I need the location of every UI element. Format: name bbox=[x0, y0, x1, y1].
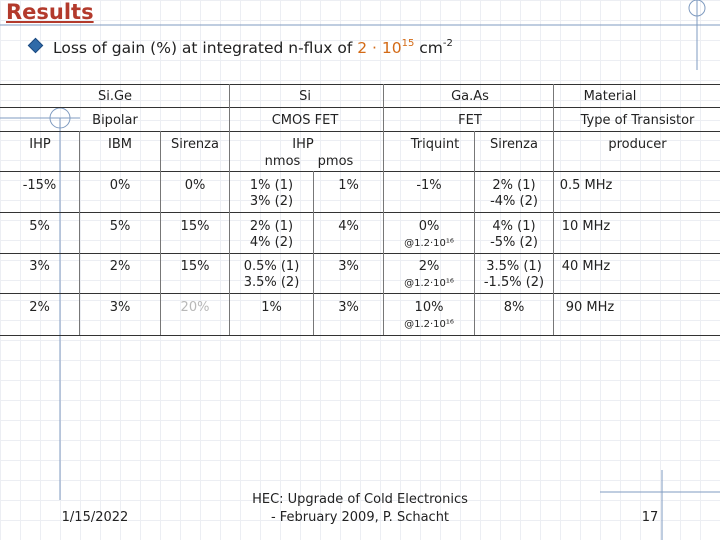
table-cell: 15% bbox=[180, 219, 210, 234]
table-cell-faded: 20% bbox=[180, 300, 210, 315]
diamond-bullet-icon bbox=[27, 37, 44, 54]
producer-ibm: IBM bbox=[108, 137, 132, 152]
footer-date: 1/15/2022 bbox=[61, 510, 129, 525]
slide-title: Results bbox=[6, 0, 94, 24]
table-rule-row3 bbox=[0, 293, 720, 294]
table-cell: -5% (2) bbox=[490, 235, 538, 250]
producer-sirenza: Sirenza bbox=[171, 137, 219, 152]
table-cell: 4% (2) bbox=[249, 235, 294, 250]
producer-triquint: Triquint bbox=[410, 137, 460, 152]
table-cell: 3.5% (2) bbox=[243, 275, 300, 290]
table-cell: 10% bbox=[414, 300, 444, 315]
table-cell: 3% bbox=[29, 259, 50, 274]
type-bipolar: Bipolar bbox=[92, 113, 138, 128]
table-cell: 2% bbox=[29, 300, 50, 315]
flux-value: 2 · 1015 bbox=[357, 38, 415, 57]
table-cell: 1% bbox=[338, 178, 359, 193]
producer-sirenza-gaas: Sirenza bbox=[490, 137, 538, 152]
table-cell: 10 MHz bbox=[561, 219, 611, 234]
table-rule-row2 bbox=[0, 253, 720, 254]
table-rule-bottom bbox=[0, 335, 720, 336]
table-cell: -1.5% (2) bbox=[483, 275, 545, 290]
table-rule-producer bbox=[0, 171, 720, 172]
page-number: 17 bbox=[641, 510, 659, 525]
table-col-rule bbox=[553, 84, 554, 335]
table-cell: 3.5% (1) bbox=[486, 259, 542, 274]
table-cell: 8% bbox=[503, 300, 525, 315]
producer-ihp: IHP bbox=[29, 137, 51, 152]
producer-ihp-cmos: IHP bbox=[292, 137, 314, 152]
material-gaas: Ga.As bbox=[451, 89, 489, 104]
table-cell: 3% (2) bbox=[249, 194, 294, 209]
producer-pmos: pmos bbox=[317, 154, 354, 169]
table-cell: -4% (2) bbox=[490, 194, 538, 209]
table-rule-material bbox=[0, 107, 720, 108]
table-cell: 0% bbox=[109, 178, 131, 193]
table-col-rule bbox=[383, 84, 384, 335]
footer-center-line2: - February 2009, P. Schacht bbox=[270, 510, 450, 525]
bullet-text: Loss of gain (%) at integrated n-flux of bbox=[53, 39, 358, 57]
table-col-rule bbox=[79, 131, 80, 335]
table-cell: 3% bbox=[338, 300, 359, 315]
type-cmos: CMOS FET bbox=[271, 113, 339, 128]
table-rule-top bbox=[0, 84, 720, 85]
material-si: Si bbox=[299, 89, 311, 104]
table-cell: 0.5% (1) bbox=[243, 259, 300, 274]
table-cell: -1% bbox=[416, 178, 442, 193]
table-rule-type bbox=[0, 131, 720, 132]
producer-label: producer bbox=[608, 137, 667, 152]
table-cell: 1% (1) bbox=[249, 178, 294, 193]
table-cell: 2% bbox=[109, 259, 131, 274]
table-cell: 2% (1) bbox=[249, 219, 294, 234]
type-fet: FET bbox=[458, 113, 482, 128]
table-cell: 3% bbox=[338, 259, 359, 274]
table-cell: 0% bbox=[184, 178, 206, 193]
table-cell: 2% bbox=[418, 259, 440, 274]
table-cell-note: @1.2·10¹⁶ bbox=[404, 278, 454, 289]
footer-center-line1: HEC: Upgrade of Cold Electronics bbox=[252, 492, 468, 507]
table-col-rule bbox=[160, 131, 161, 335]
table-cell: 1% bbox=[261, 300, 282, 315]
table-cell: 5% bbox=[29, 219, 50, 234]
table-cell: -15% bbox=[22, 178, 57, 193]
table-cell: 90 MHz bbox=[565, 300, 615, 315]
table-cell: 15% bbox=[180, 259, 210, 274]
table-col-rule bbox=[474, 131, 475, 335]
table-col-rule bbox=[229, 84, 230, 335]
table-cell: 5% bbox=[109, 219, 131, 234]
table-col-rule bbox=[313, 171, 314, 335]
table-cell: 4% (1) bbox=[492, 219, 536, 234]
table-cell: 4% bbox=[338, 219, 359, 234]
flux-unit: cm bbox=[414, 39, 443, 57]
table-cell-note: @1.2·10¹⁶ bbox=[404, 319, 454, 330]
producer-nmos: nmos bbox=[264, 154, 301, 169]
bullet-point: Loss of gain (%) at integrated n-flux of… bbox=[27, 37, 453, 57]
material-label: Material bbox=[583, 89, 637, 104]
table-cell: 3% bbox=[109, 300, 131, 315]
table-cell: 2% (1) bbox=[492, 178, 536, 193]
table-rule-row1 bbox=[0, 212, 720, 213]
table-cell-note: @1.2·10¹⁶ bbox=[404, 238, 454, 249]
material-sige: Si.Ge bbox=[97, 89, 133, 104]
table-cell: 0.5 MHz bbox=[559, 178, 613, 193]
table-cell: 40 MHz bbox=[561, 259, 611, 274]
type-label: Type of Transistor bbox=[580, 113, 695, 128]
table-cell: 0% bbox=[418, 219, 440, 234]
